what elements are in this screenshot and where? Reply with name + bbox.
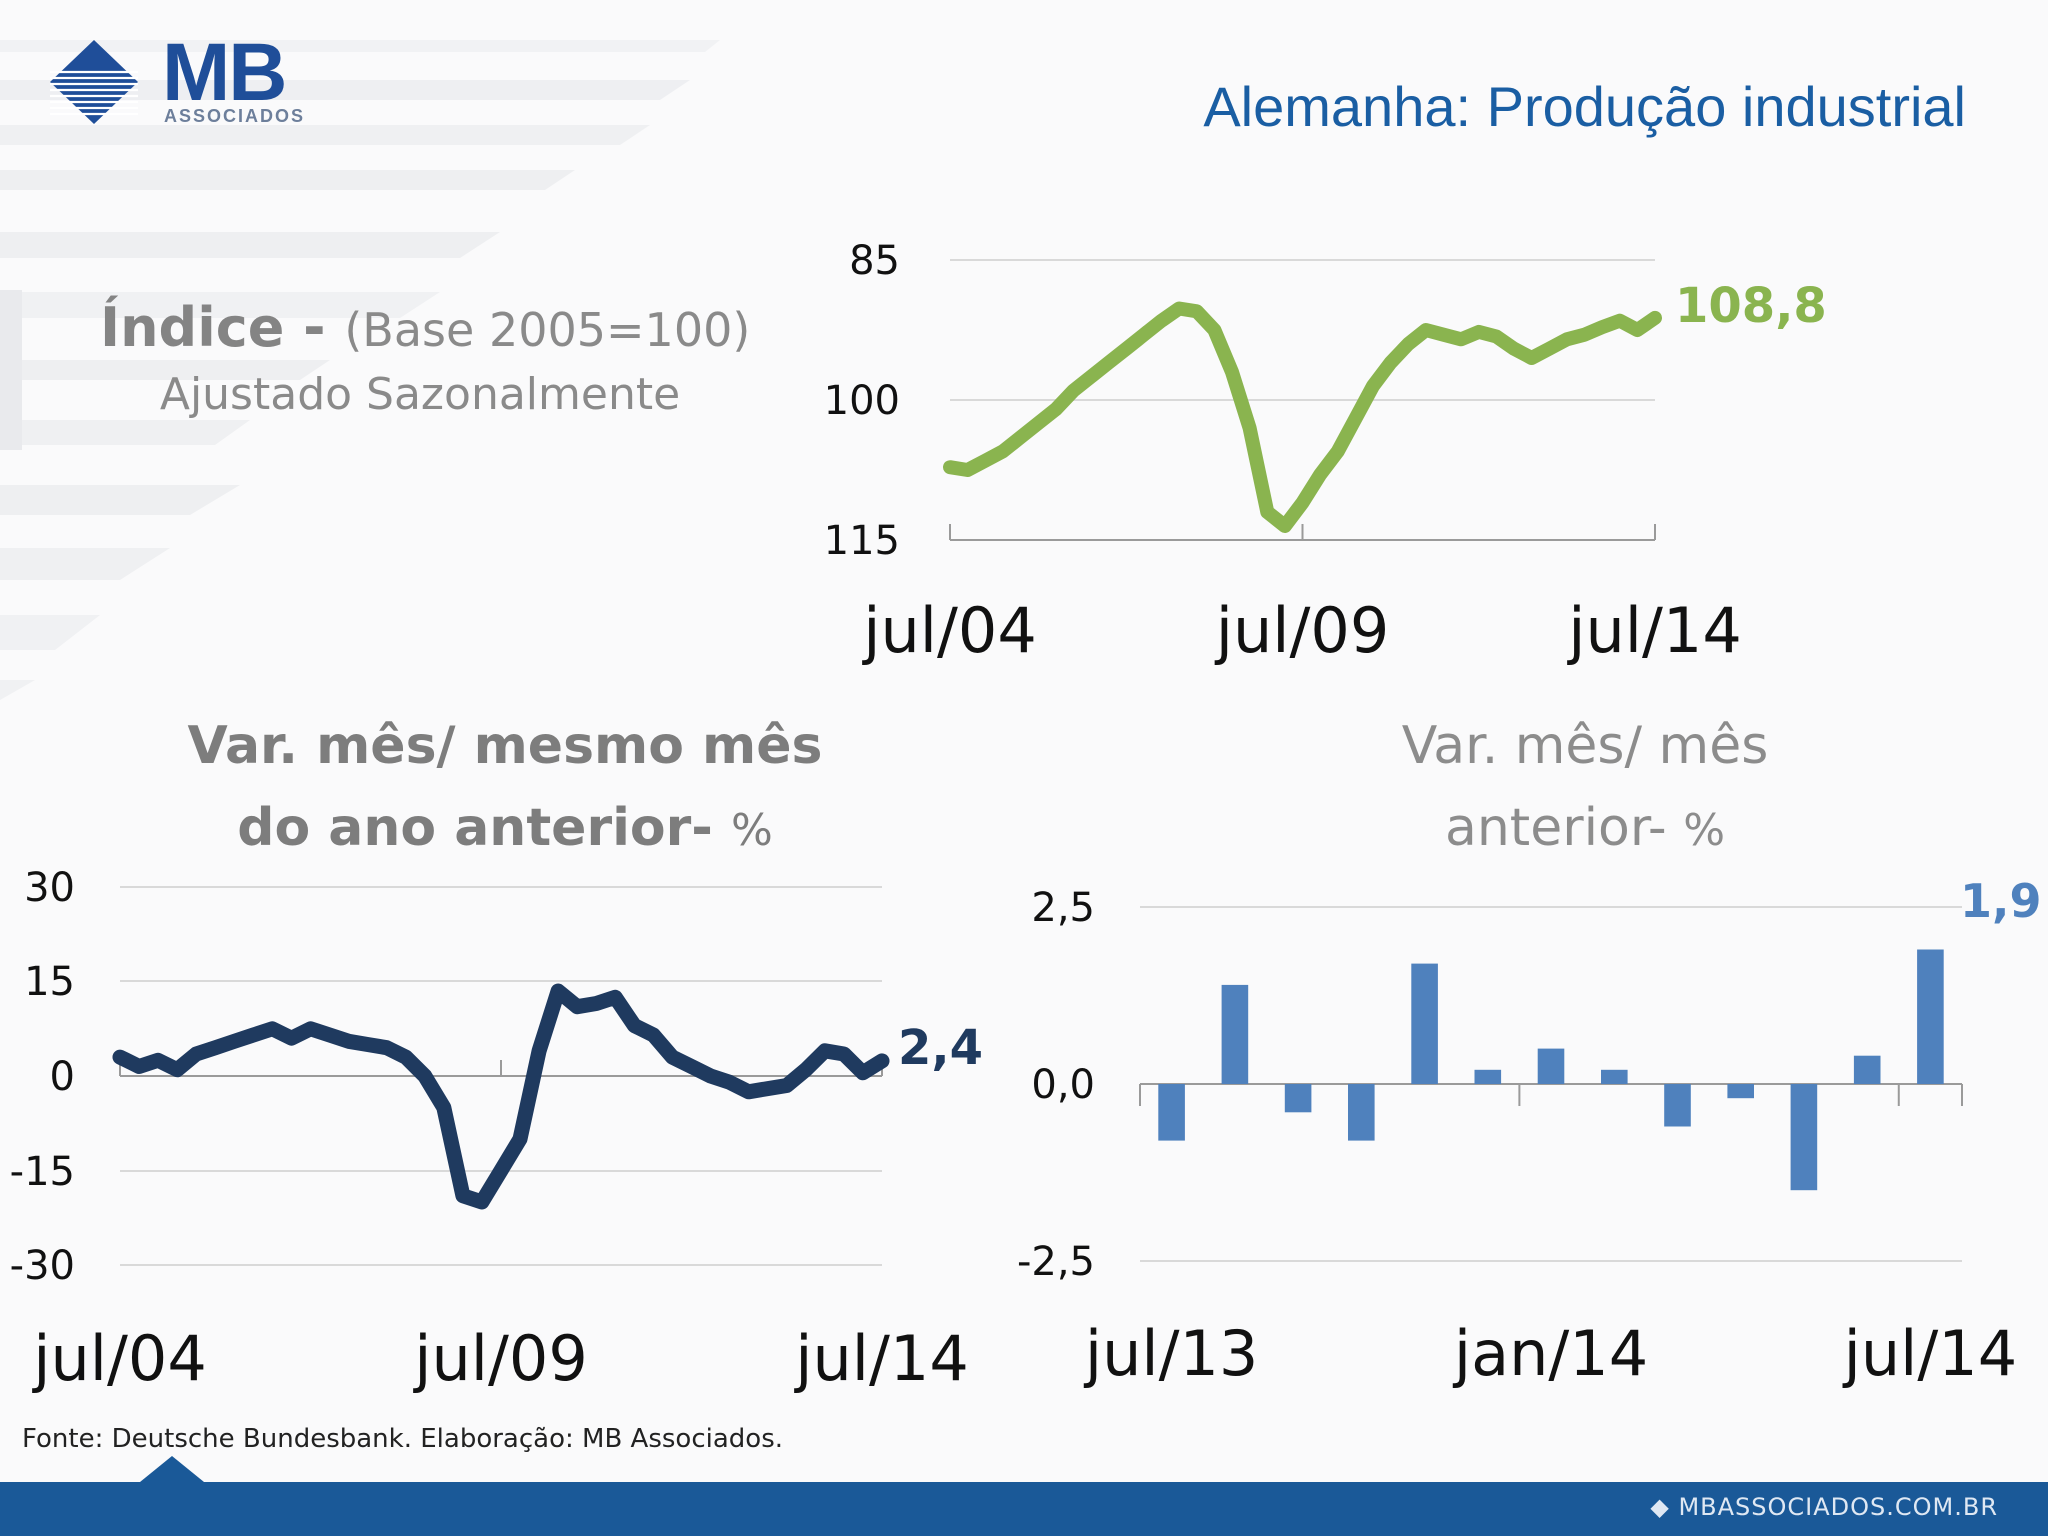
chart3-bar: [1284, 1084, 1312, 1113]
footer-site: ◆ MBASSOCIADOS.COM.BR: [1650, 1493, 1998, 1521]
chart1-y-tick-label: 85: [849, 238, 900, 284]
chart1-end-label: 108,8: [1675, 278, 1827, 334]
chart2-title-line1: Var. mês/ mesmo mês: [187, 716, 823, 776]
chart2-y-tick-label: 30: [24, 865, 75, 911]
chart3-y-tick-label: 0,0: [1031, 1062, 1095, 1108]
chart1-title-light: (Base 2005=100): [344, 303, 751, 357]
chart1-y-tick-label: 115: [824, 518, 900, 564]
chart3-y-tick-label: -2,5: [1017, 1239, 1095, 1285]
chart1-x-tick-label: jul/14: [1566, 594, 1742, 667]
logo: MB ASSOCIADOS: [44, 27, 334, 132]
chart3-bar: [1221, 984, 1249, 1084]
chart1-title-line2: Ajustado Sazonalmente: [159, 369, 681, 420]
chart1-y-tick-label: 100: [824, 378, 900, 424]
chart1-x-tick-label: jul/09: [1214, 594, 1390, 667]
chart3-bar: [1474, 1069, 1502, 1084]
logo-subtext: ASSOCIADOS: [164, 106, 306, 126]
source-note: Fonte: Deutsche Bundesbank. Elaboração: …: [22, 1424, 784, 1454]
chart1-title: Índice - (Base 2005=100) Ajustado Sazona…: [100, 296, 750, 420]
chart3-bar: [1158, 1084, 1185, 1141]
chart3-title-line1: Var. mês/ mês: [1401, 716, 1769, 776]
chart3-x-tick-label: jan/14: [1452, 1317, 1648, 1390]
chart3-x-tick-label: jul/13: [1083, 1317, 1259, 1390]
chart2-title: Var. mês/ mesmo mês do ano anterior- %: [130, 705, 880, 872]
chart3-bar: [1601, 1069, 1628, 1084]
chart2-x-tick-label: jul/04: [31, 1322, 207, 1395]
chart2-y-tick-label: 15: [24, 959, 75, 1005]
logo-diamond-icon: [50, 40, 138, 124]
chart3-bar: [1727, 1084, 1754, 1099]
chart1-title-bold: Índice -: [100, 296, 345, 359]
footer-site-text: MBASSOCIADOS.COM.BR: [1678, 1493, 1998, 1521]
chart3-title-line2: anterior-: [1444, 798, 1684, 858]
chart3-bar: [1790, 1084, 1818, 1191]
chart3-bar: [1348, 1084, 1375, 1141]
chart2-y-tick-label: 0: [50, 1054, 75, 1100]
chart1-series-line: [943, 301, 1662, 533]
chart2-title-line2-light: %: [730, 805, 773, 856]
chart2-y-tick-label: -30: [10, 1243, 75, 1289]
chart3-bar: [1411, 963, 1438, 1084]
chart3-x-tick-label: jul/14: [1842, 1317, 2018, 1390]
chart1-x-tick-label: jul/04: [861, 594, 1037, 667]
chart2-title-line2-bold: do ano anterior-: [237, 798, 731, 858]
chart2-y-tick-label: -15: [10, 1149, 75, 1195]
chart3-end-label: 1,9: [1960, 874, 2042, 928]
chart2-series-line: [112, 983, 890, 1210]
chart3-title-line2-small: %: [1683, 805, 1725, 856]
chart2-x-tick-label: jul/14: [793, 1322, 969, 1395]
page-title: Alemanha: Produção industrial: [1203, 75, 1966, 138]
chart3-bar: [1917, 949, 1944, 1084]
chart2-x-tick-label: jul/09: [412, 1322, 588, 1395]
chart3-title: Var. mês/ mês anterior- %: [1285, 705, 1885, 872]
chart3-bar: [1664, 1084, 1691, 1127]
footer-bar: [0, 1482, 2048, 1536]
footer-notch: [140, 1456, 204, 1482]
chart3-bar: [1853, 1055, 1881, 1084]
chart3-bar: [1537, 1048, 1565, 1084]
logo-text: MB: [162, 27, 288, 118]
chart3-y-tick-label: 2,5: [1031, 885, 1095, 931]
chart2-end-label: 2,4: [898, 1020, 983, 1076]
